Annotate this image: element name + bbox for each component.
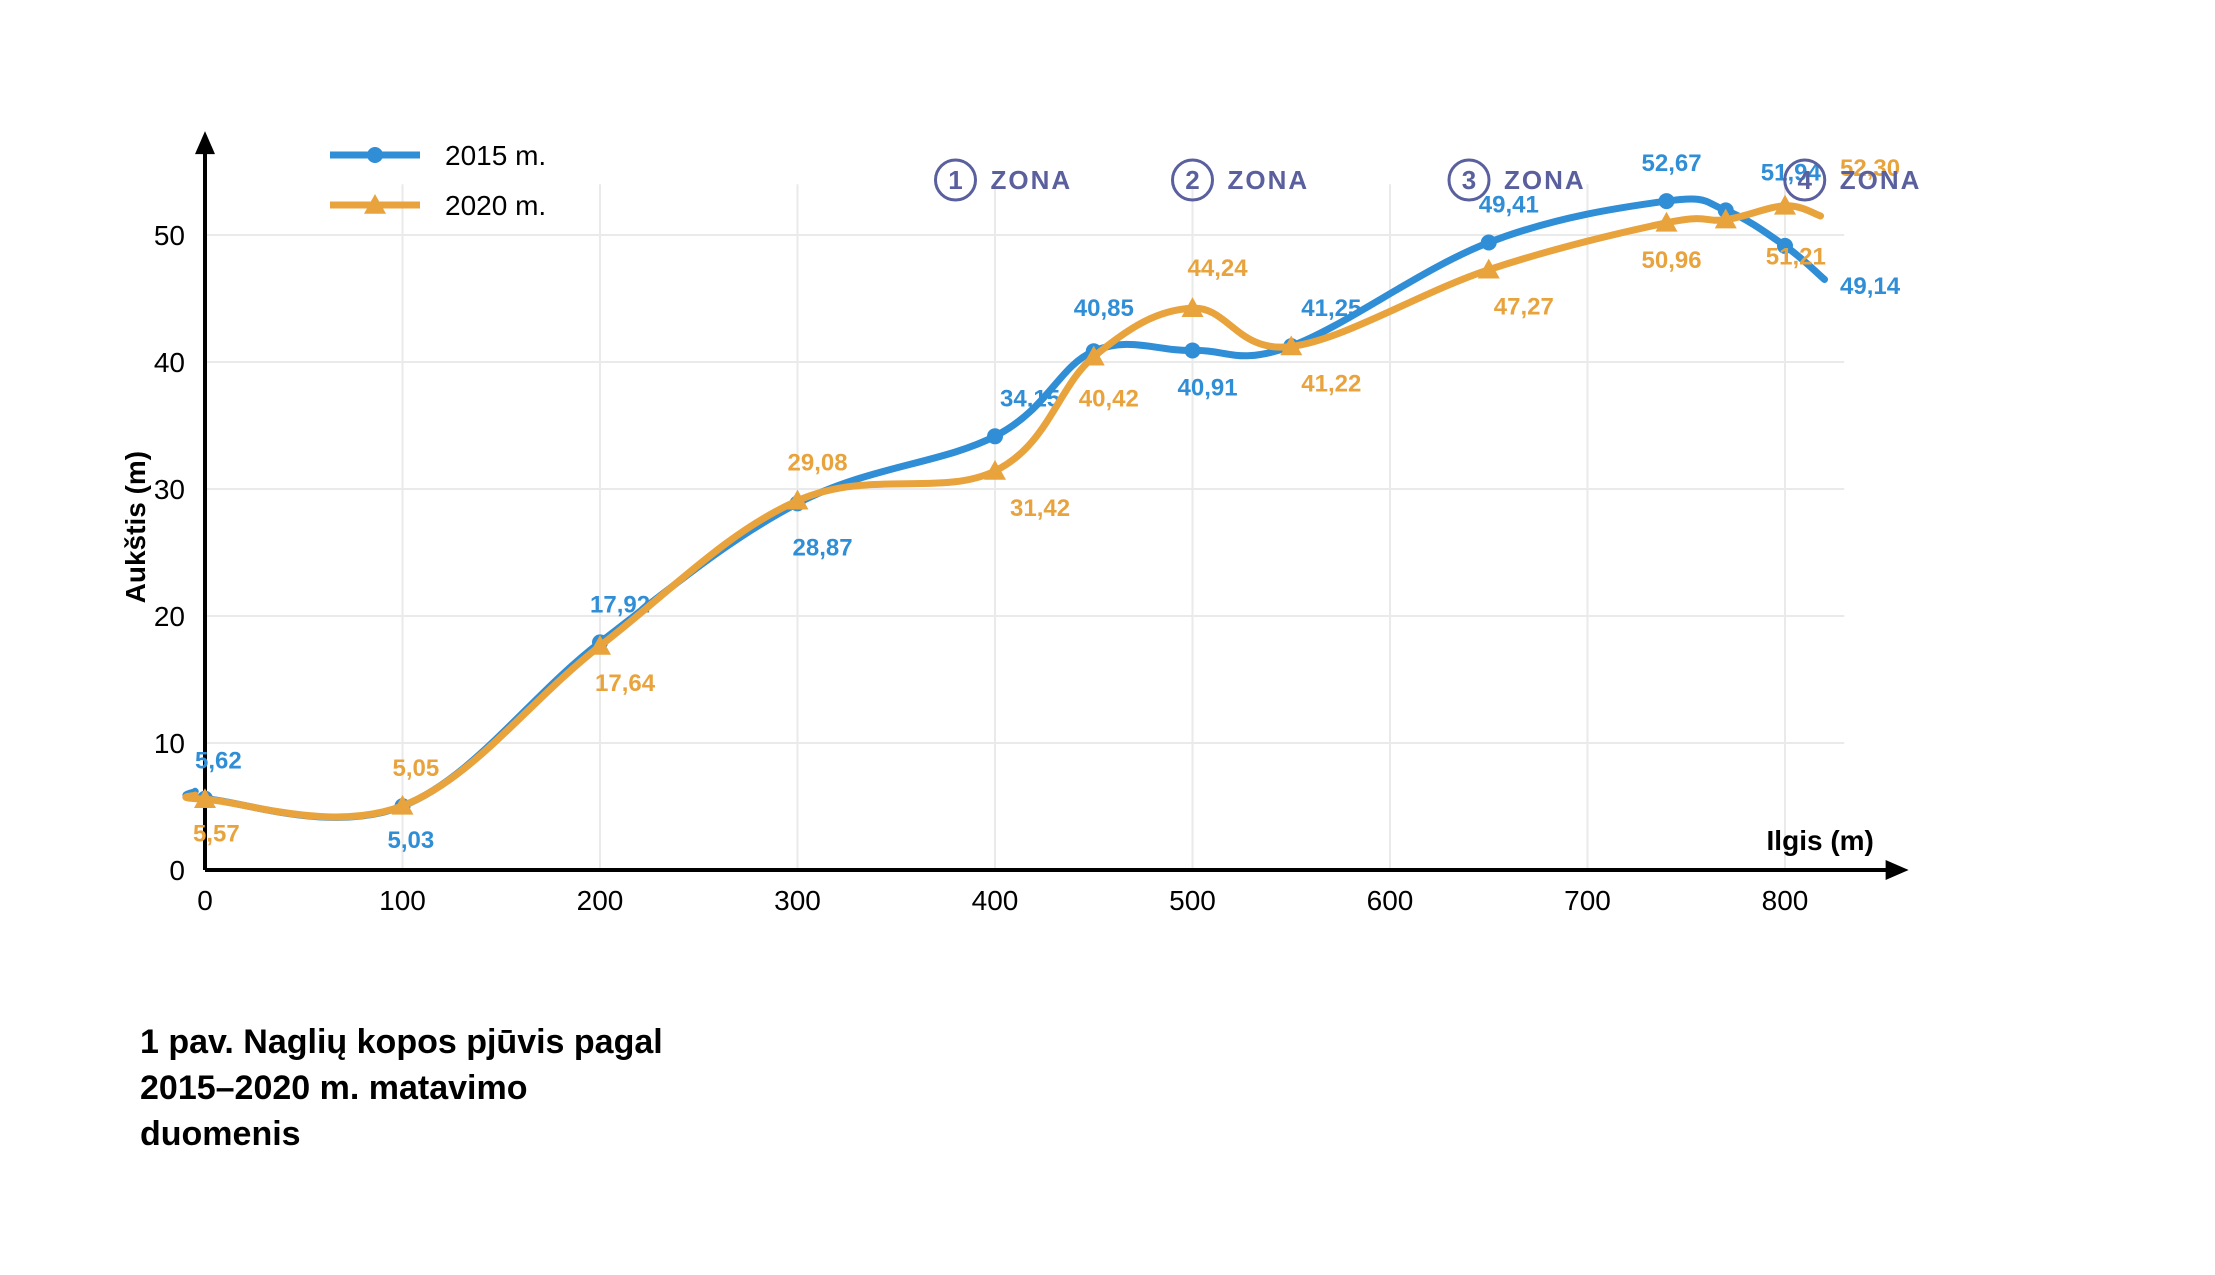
svg-text:10: 10 — [154, 728, 185, 759]
data-label: 47,27 — [1494, 294, 1554, 321]
legend-label: 2020 m. — [445, 190, 546, 221]
data-label: 5,05 — [393, 755, 440, 782]
svg-text:0: 0 — [169, 855, 185, 886]
chart-container: 0 100 200 300 400 500 600 700 800 0 10 20 30 40 50 Aukš… — [0, 0, 2215, 1275]
zone-4: 4 ZONA — [1785, 160, 1922, 200]
data-label: 5,57 — [193, 820, 240, 847]
data-label: 34,15 — [1000, 385, 1060, 412]
data-label: 40,85 — [1074, 295, 1134, 322]
x-axis-label: Ilgis (m) — [1767, 825, 1874, 856]
gridlines — [205, 184, 1844, 870]
svg-text:100: 100 — [379, 885, 426, 916]
data-label: 51,21 — [1766, 244, 1826, 271]
svg-text:20: 20 — [154, 601, 185, 632]
data-label: 49,41 — [1479, 191, 1539, 218]
data-label: 50,96 — [1642, 247, 1702, 274]
svg-text:3: 3 — [1462, 165, 1476, 195]
data-label: 44,24 — [1188, 255, 1249, 282]
zone-1: 1 ZONA — [936, 160, 1073, 200]
zone-3: 3 ZONA — [1449, 160, 1586, 200]
figure-caption: 1 pav. Naglių kopos pjūvis pagal2015–202… — [140, 1020, 663, 1158]
data-marker — [987, 428, 1003, 444]
data-label: 40,42 — [1079, 386, 1139, 413]
data-label: 29,08 — [788, 450, 848, 477]
svg-text:40: 40 — [154, 347, 185, 378]
data-marker — [1481, 234, 1497, 250]
zone-label: ZONA — [991, 165, 1073, 195]
y-axis-label: Aukštis (m) — [120, 451, 151, 603]
data-marker — [1185, 342, 1201, 358]
svg-text:600: 600 — [1367, 885, 1414, 916]
svg-text:4: 4 — [1798, 165, 1813, 195]
svg-text:300: 300 — [774, 885, 821, 916]
svg-text:200: 200 — [577, 885, 624, 916]
zone-label: ZONA — [1840, 165, 1922, 195]
data-label: 28,87 — [793, 534, 853, 561]
legend-label: 2015 m. — [445, 140, 546, 171]
data-label: 41,22 — [1301, 371, 1361, 398]
svg-text:50: 50 — [154, 220, 185, 251]
data-label: 49,14 — [1840, 273, 1901, 300]
svg-text:2: 2 — [1185, 165, 1199, 195]
zone-2: 2 ZONA — [1173, 160, 1310, 200]
data-label: 52,67 — [1642, 150, 1702, 177]
data-label: 41,25 — [1301, 295, 1361, 322]
svg-text:400: 400 — [972, 885, 1019, 916]
data-label: 5,62 — [195, 748, 242, 775]
svg-text:30: 30 — [154, 474, 185, 505]
legend: 2015 m. 2020 m. — [330, 140, 546, 221]
zone-label: ZONA — [1504, 165, 1586, 195]
data-label: 17,64 — [595, 670, 656, 697]
zone-label: ZONA — [1228, 165, 1310, 195]
svg-text:700: 700 — [1564, 885, 1611, 916]
data-label: 5,03 — [388, 827, 435, 854]
svg-text:1: 1 — [948, 165, 962, 195]
svg-text:0: 0 — [197, 885, 213, 916]
data-label: 40,91 — [1178, 374, 1238, 401]
svg-text:500: 500 — [1169, 885, 1216, 916]
data-label: 31,42 — [1010, 495, 1070, 522]
svg-text:800: 800 — [1762, 885, 1809, 916]
data-marker — [1659, 193, 1675, 209]
